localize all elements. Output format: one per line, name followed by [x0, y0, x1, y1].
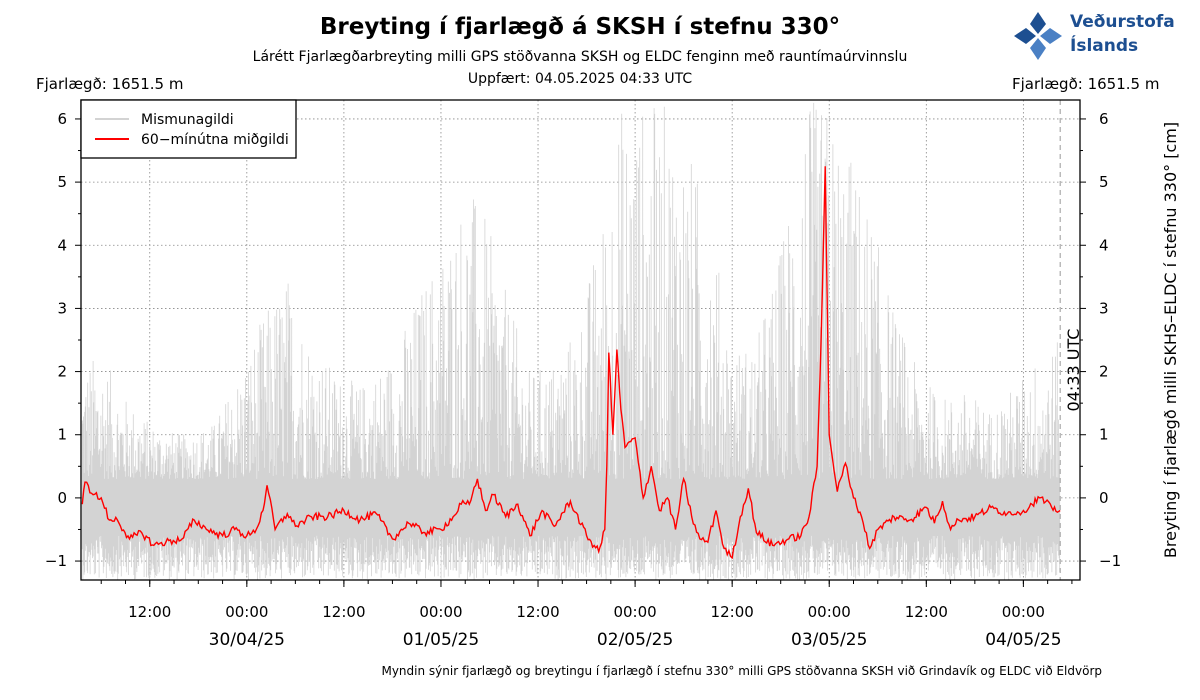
- logo-line1: Veðurstofa: [1070, 12, 1175, 32]
- legend-label-median: 60−mínútna miðgildi: [141, 132, 289, 148]
- x-tick-label: 00:00: [613, 603, 656, 621]
- logo-line2: Íslands: [1070, 36, 1139, 56]
- series-mismunagildi: [81, 102, 1061, 580]
- axes: −1 −1 0 0 1 1 2 2 3 3 4 4 5 5 6 6 12:00 00:00 12:00 00:00 12…: [45, 110, 1121, 650]
- y-tick-label-right: 2: [1099, 363, 1109, 381]
- distance-left: Fjarlægð: 1651.5 m: [36, 75, 184, 93]
- vedurstofa-logo: Veðurstofa Íslands: [1012, 8, 1182, 64]
- y-tick-label: 4: [57, 236, 67, 254]
- chart-subtitle: Lárétt Fjarlægðarbreyting milli GPS stöð…: [252, 49, 908, 65]
- y-tick-label: 3: [57, 299, 67, 317]
- x-tick-label: 12:00: [905, 603, 948, 621]
- x-tick-label: 00:00: [419, 603, 462, 621]
- x-date-label: 01/05/25: [403, 630, 479, 650]
- logo-mark-icon: [1014, 12, 1062, 60]
- y-tick-label-right: 6: [1099, 110, 1109, 128]
- y-tick-label: 0: [57, 489, 67, 507]
- marker-label: 04:33 UTC: [1064, 329, 1083, 412]
- y-tick-label: −1: [45, 552, 67, 570]
- x-tick-label: 12:00: [711, 603, 754, 621]
- x-date-label: 30/04/25: [209, 630, 285, 650]
- y-tick-label-right: 5: [1099, 173, 1109, 191]
- x-tick-label: 12:00: [322, 603, 365, 621]
- x-date-label: 03/05/25: [791, 630, 867, 650]
- y-tick-label-right: 0: [1099, 489, 1109, 507]
- legend: Mismunagildi 60−mínútna miðgildi: [80, 99, 297, 159]
- current-time-marker: 04:33 UTC: [1059, 100, 1083, 580]
- updated-timestamp: Uppfært: 04.05.2025 04:33 UTC: [467, 71, 693, 87]
- y-tick-label-right: −1: [1099, 552, 1121, 570]
- legend-box: [80, 99, 297, 159]
- chart-title: Breyting í fjarlægð á SKSH í stefnu 330°: [319, 14, 841, 40]
- y-tick-label-right: 1: [1099, 426, 1109, 444]
- y-tick-label-right: 4: [1099, 236, 1109, 254]
- distance-right: Fjarlægð: 1651.5 m: [1012, 75, 1160, 93]
- footer-caption: Myndin sýnir fjarlægð og breytingu í fja…: [381, 664, 1102, 678]
- median-line: [81, 166, 1061, 560]
- x-tick-label: 00:00: [808, 603, 851, 621]
- x-tick-label: 12:00: [128, 603, 171, 621]
- x-tick-label: 00:00: [225, 603, 268, 621]
- y-axis-label: Breyting í fjarlægð milli SKHS–ELDC í st…: [1161, 122, 1180, 558]
- y-tick-label: 6: [57, 110, 67, 128]
- x-date-label: 04/05/25: [985, 630, 1061, 650]
- x-tick-label: 00:00: [1002, 603, 1045, 621]
- logo-text: Veðurstofa Íslands: [1070, 10, 1175, 58]
- series-median: [81, 166, 1061, 560]
- legend-label-mismunagildi: Mismunagildi: [141, 112, 234, 128]
- y-tick-label: 2: [57, 363, 67, 381]
- y-tick-label-right: 3: [1099, 299, 1109, 317]
- mismunagildi-spikes: [81, 102, 1061, 580]
- y-tick-label: 5: [57, 173, 67, 191]
- x-tick-label: 12:00: [516, 603, 559, 621]
- y-tick-label: 1: [57, 426, 67, 444]
- x-date-label: 02/05/25: [597, 630, 673, 650]
